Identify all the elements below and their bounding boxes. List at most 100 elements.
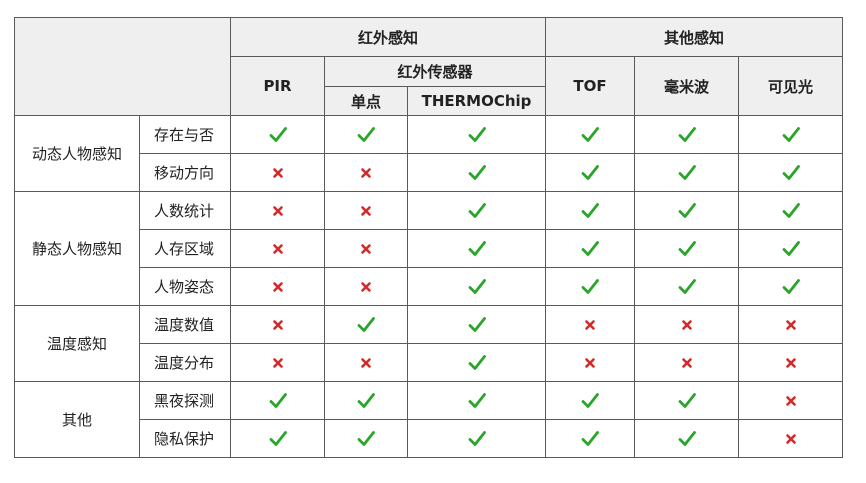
matrix-cell [545,153,636,192]
check-icon [466,314,488,336]
check-icon [579,162,601,184]
check-icon [466,124,488,146]
check-icon [466,390,488,412]
check-icon [676,162,698,184]
matrix-cell [634,381,740,420]
matrix-cell [230,153,325,192]
category-cell: 静态人物感知 [14,191,140,306]
header-col-single-point: 单点 [324,86,408,116]
cross-icon [579,352,601,374]
matrix-cell [324,191,408,230]
category-cell: 动态人物感知 [14,115,140,192]
matrix-cell [230,343,325,382]
table-row: 其他 黑夜探测 [14,381,844,458]
matrix-cell [634,305,740,344]
cross-icon [267,314,289,336]
cross-icon [780,352,802,374]
check-icon [267,390,289,412]
table-row: 移动方向 [15,153,844,192]
header-corner-cell [14,17,231,116]
table-row: 温度分布 [15,343,844,382]
matrix-cell [406,267,547,306]
check-icon [676,238,698,260]
matrix-cell [324,343,408,382]
matrix-cell [230,229,325,268]
matrix-cell [545,305,636,344]
table-row: 温度感知 温度数值 [14,305,844,382]
matrix-cell [324,115,408,154]
check-icon [676,200,698,222]
matrix-cell [634,229,740,268]
check-icon [676,428,698,450]
matrix-cell [230,419,325,458]
matrix-cell [545,343,636,382]
matrix-cell [324,229,408,268]
check-icon [466,352,488,374]
table-header: 红外感知 其他感知 PIR 红外传感器 TOF 毫米波 可见光 单点 THERM… [14,17,844,116]
matrix-cell [230,115,325,154]
check-icon [780,162,802,184]
table-row: 隐私保护 [15,419,844,458]
check-icon [780,276,802,298]
cross-icon [780,428,802,450]
check-icon [676,124,698,146]
check-icon [466,162,488,184]
matrix-cell [738,191,844,230]
cross-icon [267,200,289,222]
cross-icon [579,314,601,336]
matrix-cell [406,419,547,458]
cross-icon [355,352,377,374]
cross-icon [355,162,377,184]
matrix-cell [738,381,844,420]
cross-icon [676,352,698,374]
feature-cell: 人数统计 [139,191,231,230]
matrix-cell [634,267,740,306]
header-sub-infrared-sensor: 红外传感器 [323,56,547,87]
category-cell: 温度感知 [14,305,140,382]
check-icon [676,276,698,298]
matrix-cell [230,191,325,230]
matrix-cell [634,191,740,230]
check-icon [267,124,289,146]
check-icon [466,238,488,260]
check-icon [355,314,377,336]
header-col-mmwave: 毫米波 [634,56,740,116]
feature-cell: 温度数值 [139,305,231,344]
matrix-cell [738,343,844,382]
check-icon [579,238,601,260]
matrix-cell [545,229,636,268]
matrix-cell [738,115,844,154]
matrix-cell [545,191,636,230]
check-icon [780,124,802,146]
matrix-cell [406,115,547,154]
header-group-other: 其他感知 [545,17,844,57]
header-col-tof: TOF [545,56,636,116]
matrix-cell [324,305,408,344]
feature-cell: 存在与否 [139,115,231,154]
check-icon [780,238,802,260]
cross-icon [676,314,698,336]
check-icon [466,276,488,298]
matrix-cell [406,343,547,382]
table-row: 人存区域 [15,229,844,268]
cross-icon [267,238,289,260]
matrix-cell [545,267,636,306]
header-col-pir: PIR [230,56,325,116]
matrix-cell [324,381,408,420]
check-icon [355,390,377,412]
cross-icon [355,200,377,222]
header-col-visible-light: 可见光 [738,56,844,116]
check-icon [579,124,601,146]
matrix-cell [230,305,325,344]
check-icon [466,200,488,222]
table-row: 动态人物感知 存在与否 [14,115,844,192]
sensor-comparison-table: 红外感知 其他感知 PIR 红外传感器 TOF 毫米波 可见光 单点 THERM… [14,17,844,458]
matrix-cell [406,153,547,192]
matrix-cell [634,343,740,382]
check-icon [466,428,488,450]
matrix-cell [738,229,844,268]
header-group-infrared: 红外感知 [229,17,547,57]
matrix-cell [545,115,636,154]
feature-cell: 移动方向 [139,153,231,192]
matrix-cell [406,305,547,344]
